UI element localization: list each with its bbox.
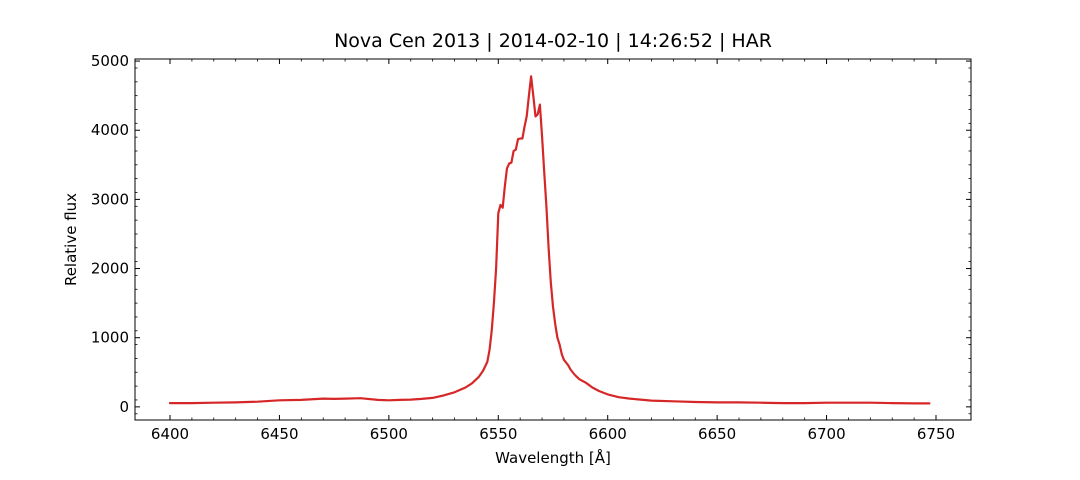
x-axis-label: Wavelength [Å] bbox=[495, 448, 611, 467]
y-tick-label: 5000 bbox=[91, 52, 129, 70]
y-tick-label: 0 bbox=[119, 398, 129, 416]
x-tick-label: 6550 bbox=[479, 425, 517, 443]
x-tick-label: 6500 bbox=[370, 425, 408, 443]
y-tick-label: 2000 bbox=[91, 260, 129, 278]
y-tick-label: 3000 bbox=[91, 190, 129, 208]
plot-frame bbox=[134, 58, 972, 421]
spectrum-line bbox=[168, 75, 931, 405]
chart-title: Nova Cen 2013 | 2014-02-10 | 14:26:52 | … bbox=[334, 30, 772, 52]
y-tick-label: 1000 bbox=[91, 329, 129, 347]
y-tick-label: 4000 bbox=[91, 121, 129, 139]
x-tick-label: 6650 bbox=[698, 425, 736, 443]
x-tick-label: 6400 bbox=[151, 425, 189, 443]
x-tick-label: 6750 bbox=[917, 425, 955, 443]
y-axis-label: Relative flux bbox=[62, 193, 80, 286]
x-tick-label: 6700 bbox=[807, 425, 845, 443]
x-tick-label: 6600 bbox=[589, 425, 627, 443]
x-tick-label: 6450 bbox=[260, 425, 298, 443]
